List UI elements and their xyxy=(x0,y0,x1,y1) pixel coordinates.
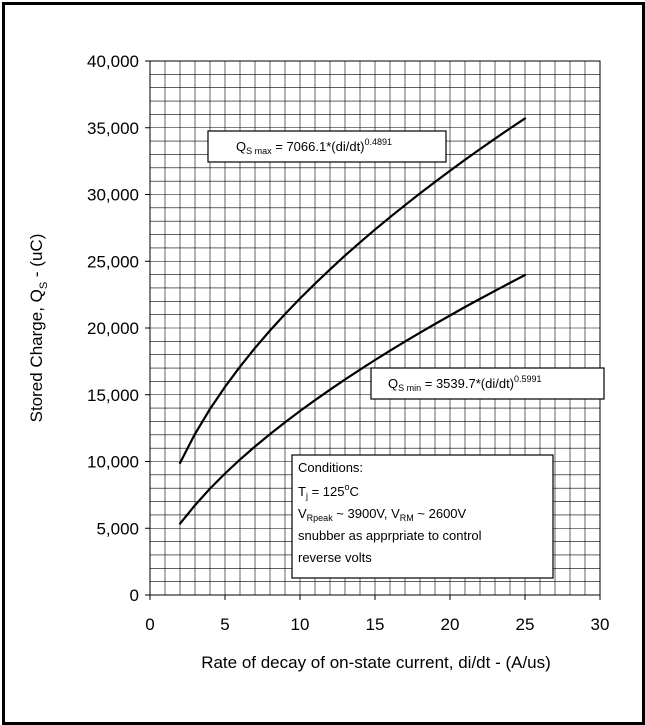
tick-labels: 0 5 10 15 20 25 30 0 5,000 10,000 15,000 20,000 25,0… xyxy=(87,52,609,634)
y-tick-label: 30,000 xyxy=(87,186,139,205)
y-tick-label: 40,000 xyxy=(87,52,139,71)
y-tick-label: 35,000 xyxy=(87,119,139,138)
x-tick-label: 0 xyxy=(145,615,154,634)
y-tick-label: 20,000 xyxy=(87,319,139,338)
y-axis-title: Stored Charge, QS - (uC) xyxy=(27,234,50,423)
y-tick-label: 5,000 xyxy=(96,519,139,538)
qs-max-annotation: QS max = 7066.1*(di/dt)0.4891 xyxy=(207,130,447,163)
y-tick-label: 0 xyxy=(130,586,139,605)
conditions-voltage: VRpeak ~ 3900V, VRM ~ 2600V xyxy=(298,506,467,523)
x-tick-label: 5 xyxy=(220,615,229,634)
x-tick-label: 10 xyxy=(291,615,310,634)
x-tick-label: 20 xyxy=(441,615,460,634)
series-lines xyxy=(178,117,527,525)
series-line-qs-min xyxy=(178,273,527,525)
conditions-snubber: snubber as apprpriate to control xyxy=(298,528,482,543)
qs-min-annotation: QS min = 3539.7*(di/dt)0.5991 xyxy=(370,367,605,400)
x-tick-label: 25 xyxy=(516,615,535,634)
x-tick-label: 30 xyxy=(591,615,610,634)
y-tick-label: 15,000 xyxy=(87,386,139,405)
svg-text:QS max = 7066.1*(di/dt)0.4891: QS max = 7066.1*(di/dt)0.4891 xyxy=(236,137,392,156)
series-line-qs-max xyxy=(178,117,527,465)
conditions-title: Conditions: xyxy=(298,460,363,475)
y-tick-label: 25,000 xyxy=(87,252,139,271)
conditions-reverse: reverse volts xyxy=(298,550,372,565)
conditions-box: Conditions: Tj = 125oC VRpeak ~ 3900V, V… xyxy=(291,454,554,579)
y-tick-label: 10,000 xyxy=(87,453,139,472)
x-axis-title: Rate of decay of on-state current, di/dt… xyxy=(201,653,551,672)
svg-text:QS min = 3539.7*(di/dt)0.5991: QS min = 3539.7*(di/dt)0.5991 xyxy=(388,374,542,393)
conditions-tj: Tj = 125oC xyxy=(298,482,359,501)
x-tick-label: 15 xyxy=(366,615,385,634)
